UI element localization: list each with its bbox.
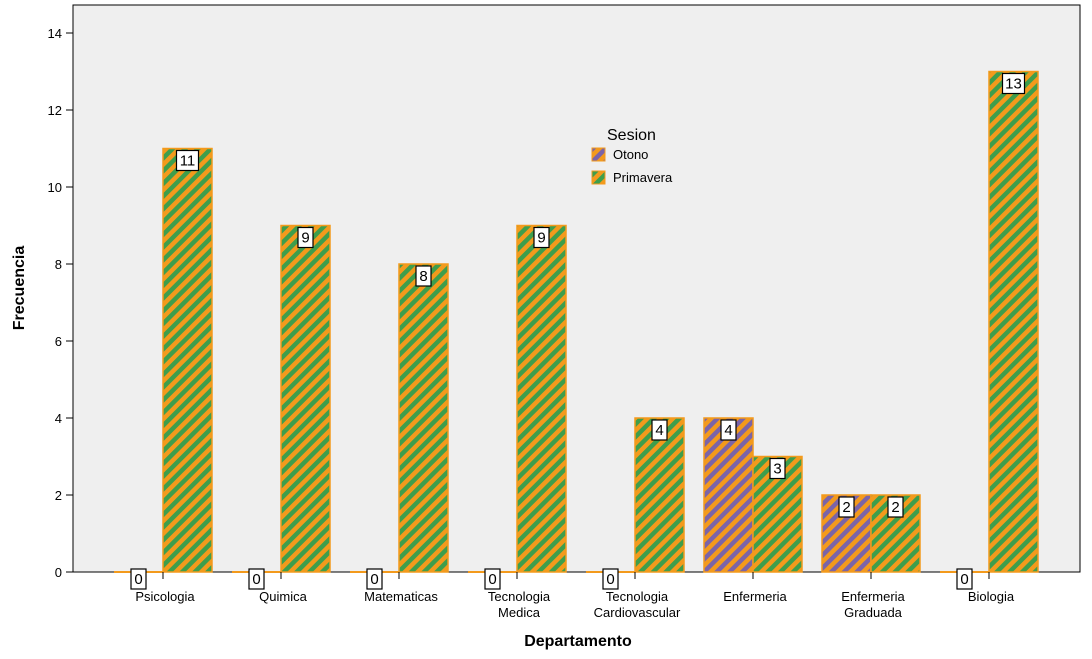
- data-label: 3: [773, 461, 781, 478]
- x-tick-label: Tecnologia: [488, 589, 551, 604]
- y-tick-label: 6: [55, 334, 62, 349]
- data-label: 0: [488, 571, 496, 588]
- x-tick-label: Biologia: [968, 589, 1015, 604]
- data-label: 0: [606, 571, 614, 588]
- y-tick-label: 12: [48, 103, 62, 118]
- data-label: 13: [1005, 76, 1022, 93]
- legend-label-otono: Otono: [613, 147, 648, 162]
- data-label: 9: [537, 230, 545, 247]
- y-tick-label: 4: [55, 411, 62, 426]
- bar-primavera-0: [163, 149, 212, 573]
- data-label: 0: [134, 571, 142, 588]
- data-label: 4: [724, 422, 732, 439]
- legend-title: Sesion: [607, 127, 656, 144]
- bar-otono-5: [704, 418, 753, 572]
- y-tick-label: 14: [48, 26, 62, 41]
- legend-swatch-otono: [592, 148, 605, 161]
- y-tick-label: 8: [55, 257, 62, 272]
- x-tick-label: Cardiovascular: [594, 605, 681, 620]
- data-label: 2: [842, 499, 850, 516]
- y-tick-label: 2: [55, 488, 62, 503]
- x-tick-label: Medica: [498, 605, 541, 620]
- legend-swatch-primavera: [592, 171, 605, 184]
- legend-label-primavera: Primavera: [613, 170, 673, 185]
- bar-primavera-3: [517, 226, 566, 573]
- x-tick-label: Enfermeria: [841, 589, 905, 604]
- x-tick-label: Matematicas: [364, 589, 438, 604]
- x-tick-label: Enfermeria: [723, 589, 787, 604]
- x-tick-label: Tecnologia: [606, 589, 669, 604]
- x-tick-label: Graduada: [844, 605, 903, 620]
- data-label: 0: [370, 571, 378, 588]
- y-tick-label: 0: [55, 565, 62, 580]
- data-label: 0: [252, 571, 260, 588]
- bar-primavera-7: [989, 72, 1038, 573]
- plot-area: [73, 5, 1080, 572]
- data-label: 11: [180, 153, 196, 170]
- bar-primavera-1: [281, 226, 330, 573]
- data-label: 0: [960, 571, 968, 588]
- x-tick-label: Psicologia: [135, 589, 195, 604]
- data-label: 2: [891, 499, 899, 516]
- data-label: 4: [655, 422, 663, 439]
- x-tick-label: Quimica: [259, 589, 307, 604]
- data-label: 8: [419, 268, 427, 285]
- bar-primavera-2: [399, 264, 448, 572]
- y-tick-label: 10: [48, 180, 62, 195]
- bar-primavera-4: [635, 418, 684, 572]
- x-axis-title: Departamento: [524, 633, 632, 650]
- data-label: 9: [301, 230, 309, 247]
- y-axis-title: Frecuencia: [11, 246, 28, 331]
